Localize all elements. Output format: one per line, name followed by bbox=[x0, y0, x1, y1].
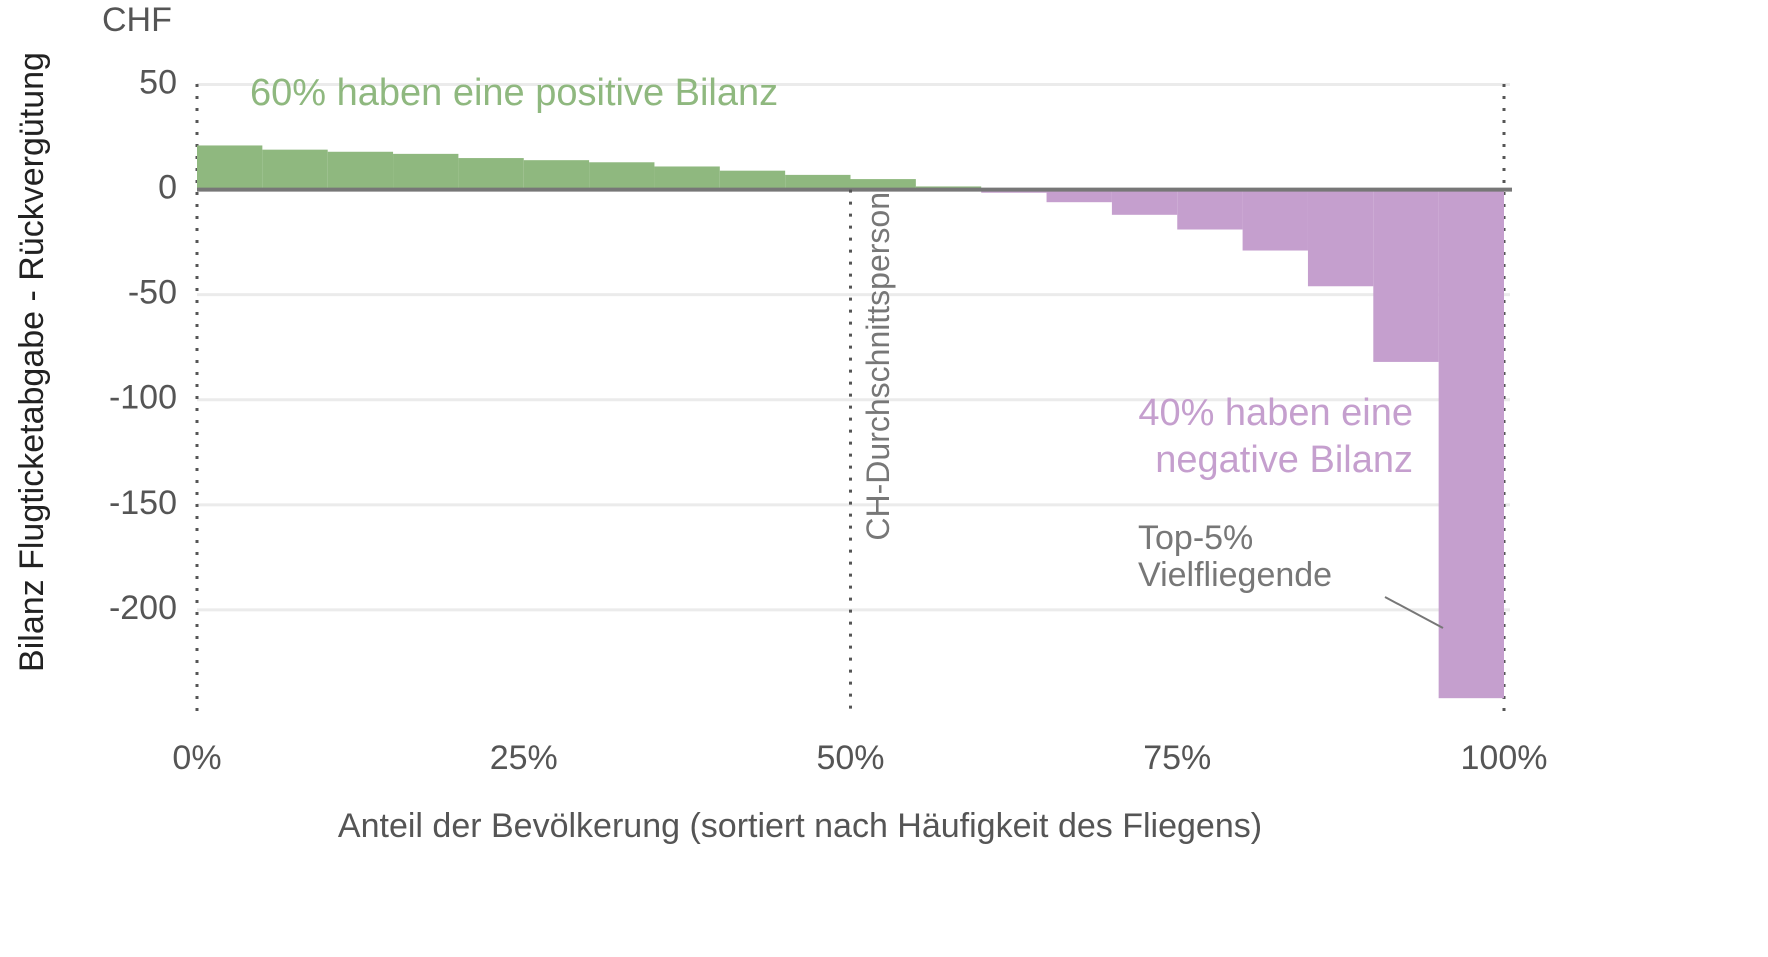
reference-label: CH-Durchschnittsperson bbox=[860, 192, 896, 541]
annotation: 60% haben eine positive Bilanz bbox=[250, 72, 778, 114]
y-tick-label: 0 bbox=[158, 169, 177, 207]
annotation: Top-5% bbox=[1138, 519, 1253, 557]
annotation: 40% haben eine bbox=[1138, 392, 1413, 434]
x-tick-label: 0% bbox=[172, 739, 221, 777]
bar bbox=[393, 153, 459, 190]
bar bbox=[654, 166, 720, 190]
annotation: Vielfliegende bbox=[1138, 556, 1332, 594]
bar bbox=[589, 162, 655, 190]
bar bbox=[523, 160, 590, 190]
x-tick-label: 25% bbox=[490, 739, 558, 777]
bar bbox=[719, 170, 786, 190]
bar bbox=[327, 151, 394, 190]
bar bbox=[458, 158, 524, 190]
y-tick-label: -200 bbox=[109, 589, 177, 627]
y-tick-label: 50 bbox=[139, 63, 177, 101]
y-tick-label: -50 bbox=[128, 274, 177, 312]
x-tick-label: 100% bbox=[1461, 739, 1548, 777]
x-tick-label: 50% bbox=[816, 739, 884, 777]
bar bbox=[1111, 189, 1178, 215]
x-axis-label: Anteil der Bevölkerung (sortiert nach Hä… bbox=[338, 807, 1262, 845]
y-tick-label: -150 bbox=[109, 484, 177, 522]
bar bbox=[1438, 189, 1504, 699]
annotation-arrow bbox=[1384, 596, 1444, 629]
bar bbox=[1373, 189, 1439, 362]
bar bbox=[1307, 189, 1374, 287]
x-tick-label: 75% bbox=[1143, 739, 1211, 777]
bar bbox=[785, 174, 851, 190]
y-axis-label: Bilanz Flugticketabgabe - Rückvergütung bbox=[13, 52, 51, 672]
y-tick-label: -100 bbox=[109, 379, 177, 417]
bar bbox=[850, 179, 916, 190]
bar bbox=[1046, 189, 1112, 203]
bar bbox=[262, 149, 328, 190]
annotation: negative Bilanz bbox=[1155, 439, 1413, 481]
y-unit: CHF bbox=[102, 1, 172, 39]
bar bbox=[1242, 189, 1308, 251]
bar bbox=[1177, 189, 1243, 230]
bar bbox=[197, 145, 263, 190]
